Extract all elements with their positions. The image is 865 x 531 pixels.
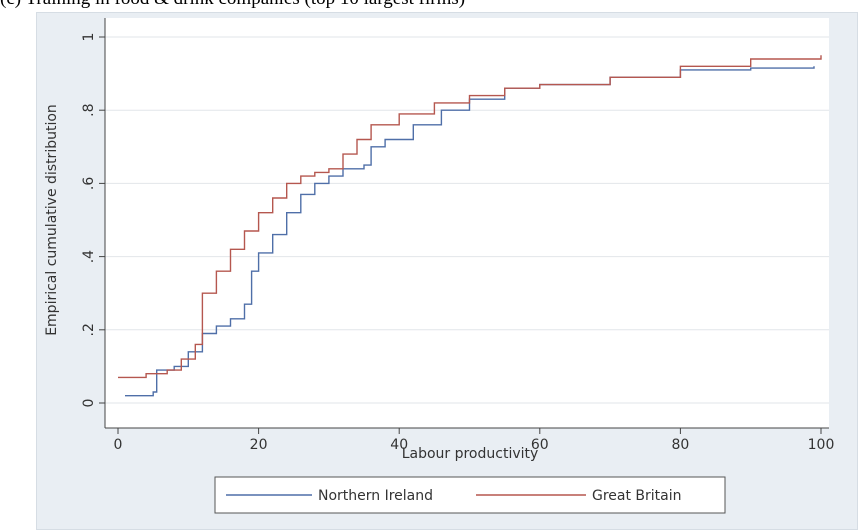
y-tick-label: 0 <box>81 399 97 408</box>
figure-caption: (c) Training in food & drink companies (… <box>0 0 865 12</box>
x-tick-label: 80 <box>671 437 689 453</box>
x-tick-label: 20 <box>250 437 268 453</box>
legend-label-northern-ireland: Northern Ireland <box>318 488 433 504</box>
x-axis-title: Labour productivity <box>402 446 539 462</box>
axis-ticks: 0 .2 .4 .6 .8 1 0 20 40 60 80 100 <box>81 33 834 453</box>
legend: Northern Ireland Great Britain <box>214 476 726 514</box>
series-line-great-britain <box>118 55 822 379</box>
y-tick-label: .4 <box>81 250 97 263</box>
x-tick-label: 60 <box>531 437 549 453</box>
y-axis-title: Empirical cumulative distribution <box>44 104 60 336</box>
x-tick-label: 100 <box>808 437 835 453</box>
plot-area <box>105 18 829 428</box>
x-tick-label: 0 <box>114 437 123 453</box>
legend-label-great-britain: Great Britain <box>592 488 682 504</box>
y-tick-label: .6 <box>81 177 97 190</box>
x-tick-label: 40 <box>390 437 408 453</box>
y-tick-label: .2 <box>81 323 97 336</box>
y-tick-label: .8 <box>81 104 97 117</box>
y-tick-label: 1 <box>81 33 97 42</box>
series-lines <box>118 55 822 397</box>
